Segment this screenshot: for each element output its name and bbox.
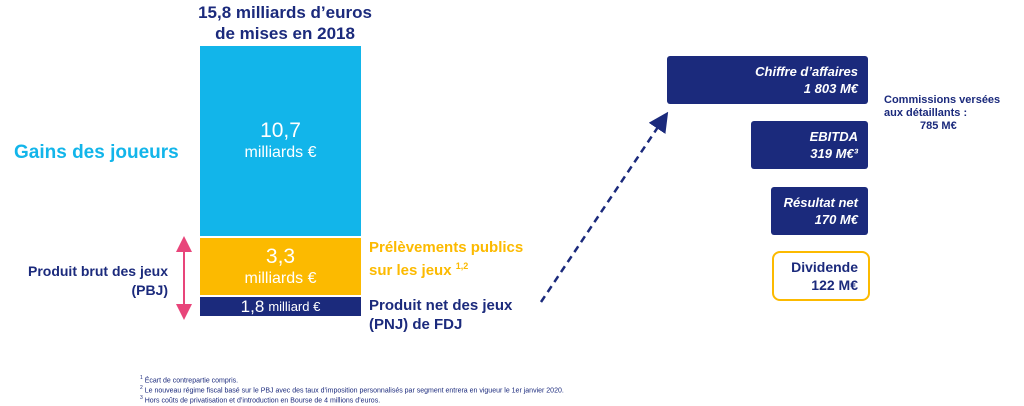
commissions-line2: aux détaillants : [884, 107, 968, 119]
label-pbj: Produit brut des jeux (PBJ) [8, 262, 168, 300]
kpi-resultat-label: Résultat net [783, 195, 858, 210]
footnote-3-text: Hors coûts de privatisation et d’introdu… [144, 397, 381, 405]
footnote-2-marker: 2 [140, 385, 143, 391]
label-prelevements-line1: Prélèvements publics [369, 239, 524, 256]
label-prelevements-line2: sur les jeux [369, 262, 452, 279]
bar-unit-pnj: milliard € [268, 298, 321, 314]
footnote-1-marker: 1 [140, 375, 143, 381]
bar-segment-pnj: 1,8 milliard € [200, 297, 361, 316]
kpi-ebitda-label: EBITDA [809, 129, 858, 144]
label-prelevements-footnote-ref: 1,2 [455, 261, 469, 271]
footnote-2-text: Le nouveau régime fiscal basé sur le PBJ… [144, 387, 564, 395]
kpi-resultat-value: 170 M€ [814, 212, 858, 227]
footnote-1-text: Écart de contrepartie compris. [144, 377, 239, 385]
label-pbj-line1: Produit brut des jeux [27, 263, 168, 279]
kpi-dividende-label: Dividende [791, 259, 858, 275]
commissions-note: Commissions versées aux détaillants : 78… [884, 94, 1019, 133]
kpi-ebitda-value: 319 M€³ [810, 146, 858, 161]
label-prelevements: Prélèvements publics sur les jeux 1,2 [369, 238, 523, 280]
label-gains-joueurs: Gains des joueurs [14, 142, 179, 163]
pnj-to-revenue-arrow [539, 111, 669, 303]
footnote-3-marker: 3 [140, 395, 143, 401]
bar-value-gains: 10,7 [260, 119, 301, 142]
commissions-line1: Commissions versées [884, 94, 1001, 106]
bar-value-pnj: 1,8 [240, 297, 265, 316]
bar-unit-prelevements: milliards € [244, 269, 317, 287]
footnote-1: 1 Écart de contrepartie compris. [140, 373, 238, 386]
chart-title-line2: de mises en 2018 [215, 24, 355, 43]
kpi-dividende-value: 122 M€ [811, 277, 858, 293]
kpi-ebitda: EBITDA 319 M€³ [751, 121, 868, 169]
kpi-ca-label: Chiffre d’affaires [755, 64, 858, 79]
commissions-value: 785 M€ [920, 120, 957, 132]
bar-segment-gains: 10,7 milliards € [200, 46, 361, 236]
footnote-2: 2 Le nouveau régime fiscal basé sur le P… [140, 383, 564, 396]
label-pnj: Produit net des jeux (PNJ) de FDJ [369, 296, 512, 334]
chart-title-line1: 15,8 milliards d’euros [198, 3, 372, 22]
kpi-resultat-net: Résultat net 170 M€ [771, 187, 868, 235]
label-pbj-line2: (PBJ) [131, 282, 168, 298]
bar-value-prelevements: 3,3 [265, 244, 296, 268]
kpi-chiffre-affaires: Chiffre d’affaires 1 803 M€ [667, 56, 868, 104]
kpi-dividende: Dividende 122 M€ [772, 251, 870, 301]
label-pnj-line1: Produit net des jeux [369, 297, 513, 314]
bar-unit-gains: milliards € [244, 144, 317, 161]
chart-title: 15,8 milliards d’euros de mises en 2018 [150, 2, 420, 44]
label-pnj-line2: (PNJ) de FDJ [369, 316, 463, 333]
bar-segment-prelevements: 3,3 milliards € [200, 238, 361, 295]
footnote-3: 3 Hors coûts de privatisation et d’intro… [140, 393, 380, 406]
kpi-ca-value: 1 803 M€ [803, 81, 858, 96]
